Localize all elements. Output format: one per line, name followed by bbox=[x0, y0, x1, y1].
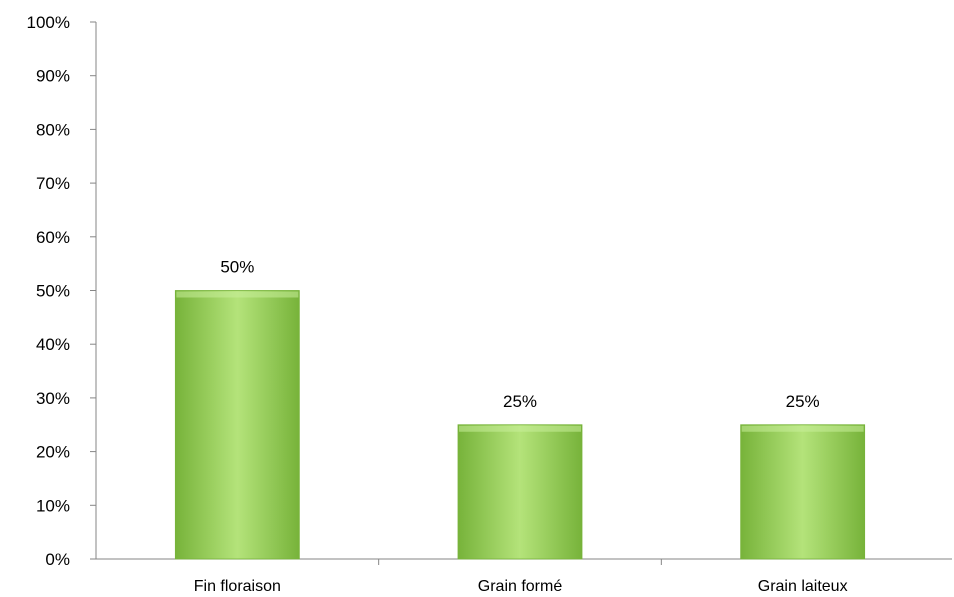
y-tick-label: 20% bbox=[36, 443, 70, 462]
bar bbox=[740, 424, 866, 560]
y-tick-label: 10% bbox=[36, 496, 70, 515]
bar-data-label: 50% bbox=[220, 258, 254, 277]
bar bbox=[174, 290, 300, 560]
x-tick-label: Grain laiteux bbox=[758, 578, 848, 595]
y-tick-label: 50% bbox=[36, 282, 70, 301]
x-tick-label: Fin floraison bbox=[194, 578, 281, 595]
y-tick-label: 0% bbox=[45, 550, 70, 569]
y-tick-label: 90% bbox=[36, 67, 70, 86]
bar-highlight bbox=[176, 291, 299, 298]
y-tick-label: 100% bbox=[27, 13, 70, 32]
y-tick-label: 70% bbox=[36, 174, 70, 193]
data-labels: 50% 25% 25% bbox=[220, 258, 819, 411]
y-tick-label: 60% bbox=[36, 228, 70, 247]
y-tick-label: 80% bbox=[36, 120, 70, 139]
y-tick-label: 40% bbox=[36, 335, 70, 354]
x-axis: Fin floraison Grain formé Grain laiteux bbox=[96, 558, 952, 595]
bars bbox=[174, 290, 866, 560]
x-tick-label: Grain formé bbox=[478, 578, 563, 595]
bar-highlight bbox=[741, 425, 864, 432]
bar-highlight bbox=[459, 425, 581, 432]
bar-data-label: 25% bbox=[786, 392, 820, 411]
y-tick-label: 30% bbox=[36, 389, 70, 408]
bar bbox=[457, 424, 583, 560]
y-axis: 0% 10% 20% 30% 40% 50% 60% 70% 80% 90% 100% bbox=[27, 13, 97, 569]
bar-data-label: 25% bbox=[503, 392, 537, 411]
